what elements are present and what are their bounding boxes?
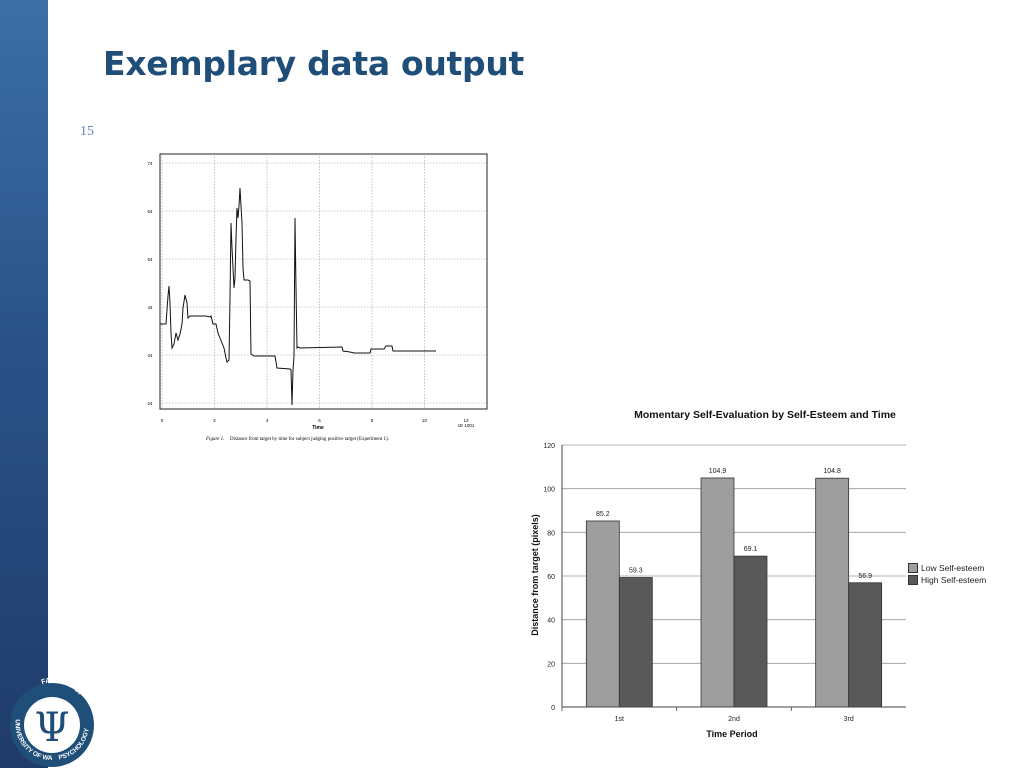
chart-x-tick-label: 3rd bbox=[844, 716, 854, 723]
y-tick-label: 34 bbox=[147, 353, 153, 358]
psychology-faculty-seal: Ψ FACULTY OF UNIVERSITY OF WARSAW PSYCHO… bbox=[0, 665, 94, 767]
chart-data-label: 104.9 bbox=[709, 468, 727, 475]
x-tick-label: 12 bbox=[463, 418, 469, 423]
chart-bar bbox=[618, 577, 653, 708]
chart-y-tick-label: 80 bbox=[547, 530, 555, 537]
figure-caption-label: Figure 1. bbox=[205, 437, 224, 442]
chart-data-label: 56.9 bbox=[858, 573, 872, 580]
slide-title: Exemplary data output bbox=[103, 44, 525, 83]
plot-gridlines bbox=[160, 154, 487, 409]
legend-item-low: Low Self-esteem bbox=[908, 562, 988, 574]
bar-chart: Momentary Self-Evaluation by Self-Esteem… bbox=[520, 400, 1000, 745]
chart-data-labels: 85.2 59.3 104.9 69.1 104.8 56.9 bbox=[596, 468, 872, 580]
x-tick-labels: 0 2 4 6 8 10 bbox=[161, 418, 428, 423]
slide-number: 15 bbox=[80, 124, 94, 139]
chart-y-tick-label: 120 bbox=[543, 443, 555, 450]
chart-data-label: 59.3 bbox=[629, 568, 643, 575]
x-tick-label: 1E 1001 bbox=[458, 423, 475, 428]
chart-y-ticks: 0 20 40 60 80 100 120 bbox=[543, 443, 555, 712]
chart-bar bbox=[815, 477, 850, 708]
university-logo: Ψ FACULTY OF UNIVERSITY OF WARSAW PSYCHO… bbox=[0, 665, 100, 768]
x-tick-label: 2 bbox=[213, 418, 216, 423]
x-tick-label: 0 bbox=[161, 418, 164, 423]
chart-y-tick-label: 40 bbox=[547, 618, 555, 625]
y-tick-label: 24 bbox=[147, 401, 153, 406]
distance-trace-line bbox=[160, 187, 436, 406]
x-axis-label: Time bbox=[312, 425, 324, 431]
chart-bars bbox=[585, 477, 883, 708]
chart-y-axis-label: Distance from target (pixels) bbox=[530, 514, 540, 636]
chart-data-label: 104.8 bbox=[823, 468, 841, 475]
psi-symbol: Ψ bbox=[34, 705, 69, 751]
figure-1: 74 64 54 44 34 24 0 2 4 6 8 10 Time 12 1E 1001 Fig… bbox=[130, 148, 495, 448]
x-tick-label: 8 bbox=[371, 418, 374, 423]
x-tick-label: 10 bbox=[422, 418, 428, 423]
chart-bar bbox=[585, 520, 620, 708]
seal-inner-disc bbox=[24, 697, 80, 753]
chart-data-label: 85.2 bbox=[596, 511, 610, 518]
y-tick-label: 64 bbox=[147, 209, 153, 214]
y-tick-labels: 74 64 54 44 34 24 bbox=[147, 161, 153, 406]
legend-item-high: High Self-esteem bbox=[908, 574, 988, 586]
y-tick-label: 44 bbox=[147, 305, 153, 310]
chart-legend: Low Self-esteem High Self-esteem bbox=[908, 562, 988, 586]
chart-x-axis-label: Time Period bbox=[706, 729, 757, 739]
chart-title: Momentary Self-Evaluation by Self-Esteem… bbox=[634, 409, 896, 421]
chart-x-ticks: 1st 2nd 3rd bbox=[561, 707, 854, 723]
chart-data-label: 69.1 bbox=[744, 546, 758, 553]
chart-x-tick-label: 1st bbox=[615, 716, 624, 723]
chart-x-tick-label: 2nd bbox=[728, 716, 740, 723]
chart-bar bbox=[700, 477, 735, 708]
legend-label-high: High Self-esteem bbox=[921, 575, 987, 585]
chart-bar bbox=[848, 582, 883, 708]
x-tick-label: 4 bbox=[266, 418, 269, 423]
chart-y-tick-label: 60 bbox=[547, 574, 555, 581]
y-tick-label: 54 bbox=[147, 257, 153, 262]
sidebar-stripe bbox=[0, 0, 48, 768]
legend-swatch-low bbox=[908, 563, 918, 573]
legend-swatch-high bbox=[908, 575, 918, 585]
y-tick-label: 74 bbox=[147, 161, 153, 166]
plot-frame bbox=[159, 153, 488, 410]
chart-y-tick-label: 20 bbox=[547, 661, 555, 668]
chart-bar bbox=[733, 555, 768, 708]
chart-y-tick-label: 100 bbox=[543, 487, 555, 494]
bar-chart-svg: Momentary Self-Evaluation by Self-Esteem… bbox=[530, 409, 906, 739]
legend-label-low: Low Self-esteem bbox=[921, 563, 985, 573]
figure-caption-text: Distance from target by time for subject… bbox=[230, 437, 389, 442]
chart-y-tick-label: 0 bbox=[551, 705, 555, 712]
x-tick-label: 6 bbox=[318, 418, 321, 423]
